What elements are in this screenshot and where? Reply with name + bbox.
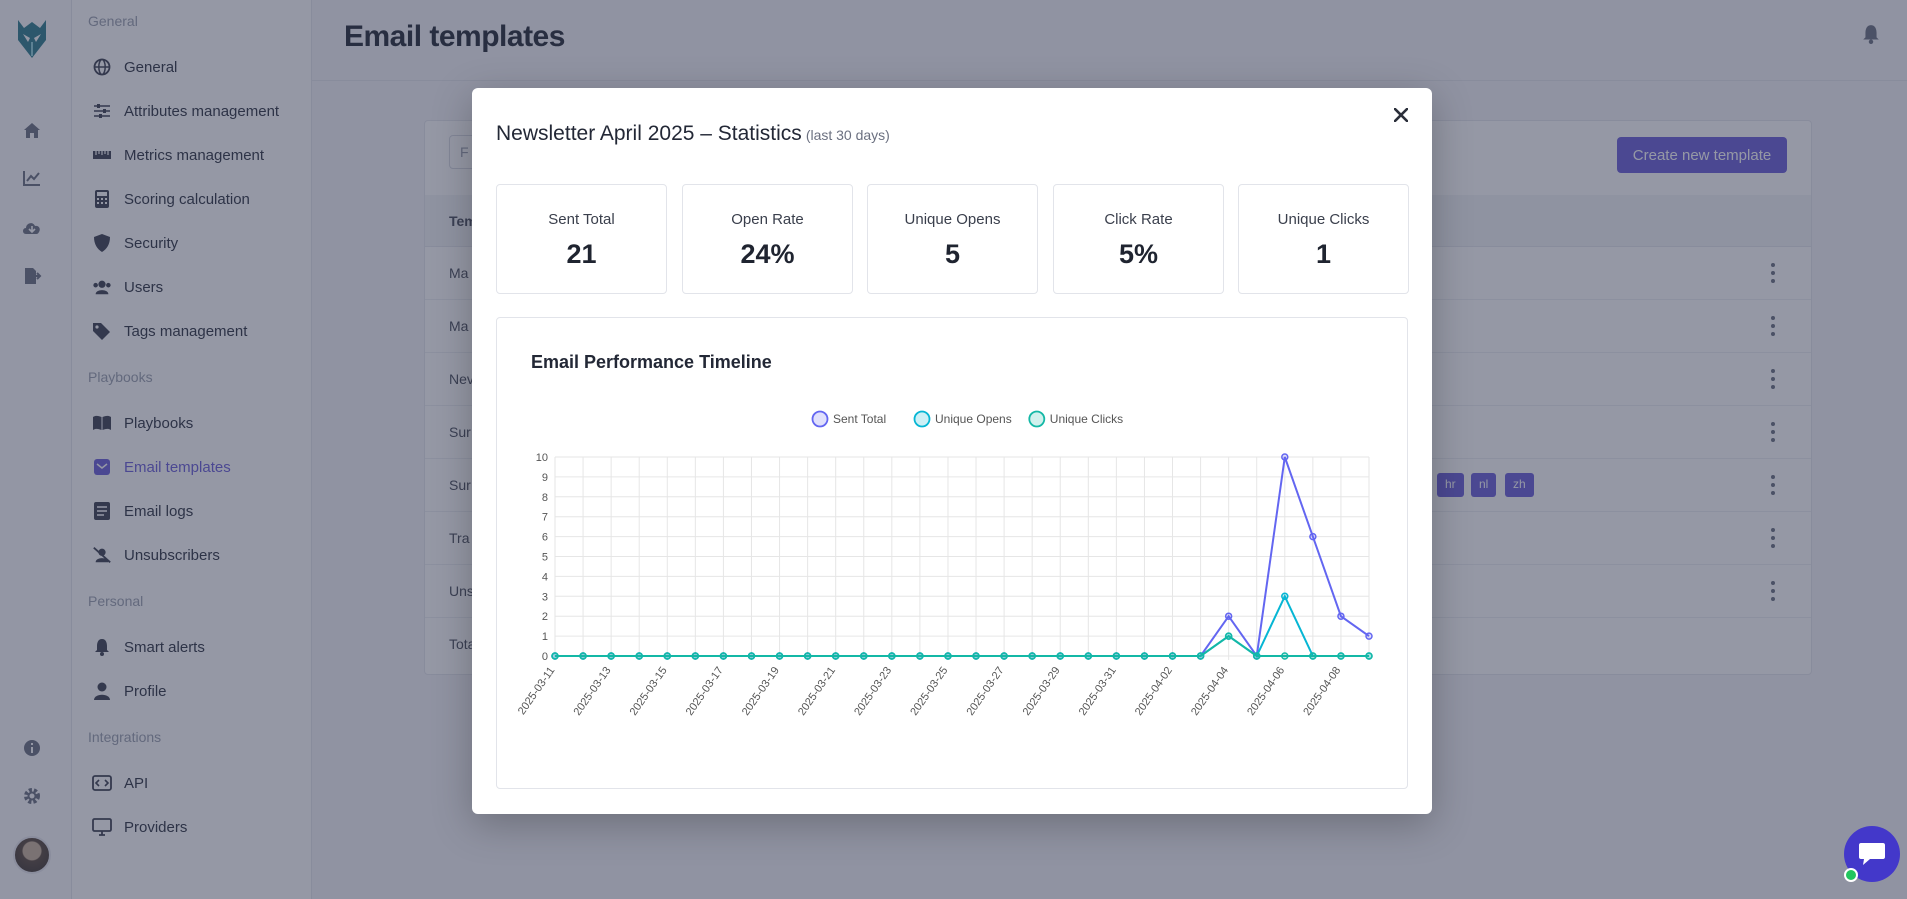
y-tick-label: 10 [536, 452, 548, 464]
legend-swatch [811, 410, 829, 428]
data-point [1000, 652, 1008, 660]
legend-swatch [1028, 410, 1046, 428]
stat-label: Sent Total [548, 211, 615, 228]
y-tick-label: 1 [542, 631, 548, 643]
data-point [1281, 652, 1289, 660]
data-point [1196, 652, 1205, 660]
x-tick-label: 2025-03-29 [1021, 665, 1063, 718]
data-point [1281, 592, 1289, 601]
stat-value: 24% [740, 239, 795, 269]
data-point [1309, 532, 1317, 541]
stat-card-sent-total: Sent Total 21 [496, 184, 667, 294]
chat-bubble-icon [1859, 843, 1885, 865]
stat-card-click-rate: Click Rate 5% [1053, 184, 1224, 294]
x-tick-label: 2025-03-27 [964, 665, 1006, 718]
stat-label: Open Rate [731, 211, 804, 228]
data-point [775, 652, 784, 660]
x-tick-label: 2025-03-23 [852, 665, 894, 718]
data-point [1112, 652, 1121, 660]
y-tick-label: 0 [542, 651, 548, 663]
data-point [1365, 652, 1373, 660]
x-tick-label: 2025-04-08 [1301, 665, 1343, 718]
y-tick-label: 4 [542, 571, 548, 583]
data-point [1168, 652, 1177, 660]
y-tick-label: 8 [542, 492, 548, 504]
data-point [1056, 652, 1064, 660]
data-point [663, 652, 672, 660]
x-tick-label: 2025-04-04 [1189, 665, 1231, 718]
stat-label: Click Rate [1104, 211, 1173, 228]
data-point [607, 652, 615, 660]
data-point [1337, 652, 1345, 660]
data-point [719, 652, 728, 660]
data-point [1365, 632, 1373, 640]
stat-value: 21 [566, 239, 597, 269]
stat-card-unique-opens: Unique Opens 5 [867, 184, 1038, 294]
y-tick-label: 3 [542, 591, 548, 603]
performance-line-chart: 0 1 2 3 4 5 6 7 8 9 10 2025-03-11 2025-03-13 2025-03-… [516, 410, 1373, 718]
legend-label: Unique Clicks [1050, 412, 1123, 426]
stat-card-unique-clicks: Unique Clicks 1 [1238, 184, 1409, 294]
stat-value: 5% [1118, 239, 1159, 269]
y-tick-label: 5 [542, 552, 548, 564]
legend-label: Sent Total [833, 412, 886, 426]
x-tick-label: 2025-03-13 [571, 665, 613, 718]
x-tick-label: 2025-03-21 [796, 665, 838, 718]
legend-label: Unique Opens [935, 412, 1012, 426]
y-tick-label: 2 [542, 611, 548, 623]
data-point [803, 652, 812, 660]
stat-label: Unique Clicks [1277, 211, 1370, 228]
data-point [1028, 652, 1036, 660]
data-point [1281, 453, 1289, 461]
data-point [1084, 652, 1093, 660]
data-point [747, 652, 756, 660]
modal-subtitle: (last 30 days) [805, 127, 890, 143]
stat-card-open-rate: Open Rate 24% [682, 184, 853, 294]
x-tick-label: 2025-03-17 [684, 665, 726, 718]
series-line [555, 634, 1369, 657]
data-point [1337, 612, 1345, 620]
y-tick-label: 7 [542, 512, 548, 524]
modal-title-text: Newsletter April 2025 – Statistics [496, 122, 802, 145]
data-point [860, 652, 868, 660]
data-point [691, 652, 700, 660]
y-tick-label: 6 [542, 532, 548, 544]
x-tick-label: 2025-04-02 [1133, 665, 1175, 718]
x-tick-label: 2025-03-19 [740, 665, 782, 718]
legend-swatch [913, 410, 931, 428]
data-point [944, 652, 952, 660]
x-tick-label: 2025-03-25 [908, 665, 950, 718]
statistics-modal: Newsletter April 2025 – Statistics (last … [472, 88, 1432, 814]
x-tick-label: 2025-04-06 [1245, 665, 1287, 718]
chart-card: Email Performance Timeline 0 1 2 3 4 5 6 7 8 9 10 2… [496, 317, 1408, 789]
chat-widget-button[interactable] [1844, 826, 1900, 882]
modal-title: Newsletter April 2025 – Statistics (last … [496, 122, 890, 146]
data-point [1224, 632, 1233, 640]
data-point [1224, 612, 1233, 620]
close-icon[interactable] [1390, 104, 1412, 126]
x-tick-label: 2025-03-31 [1077, 665, 1119, 718]
data-point [579, 652, 587, 660]
chart-title: Email Performance Timeline [531, 352, 772, 372]
x-tick-label: 2025-03-11 [516, 665, 558, 717]
data-point [635, 652, 643, 660]
x-tick-label: 2025-03-15 [628, 665, 670, 718]
stat-value: 5 [944, 239, 961, 269]
data-point [551, 652, 559, 660]
stat-label: Unique Opens [904, 211, 1001, 228]
data-point [1309, 652, 1317, 660]
data-point [831, 652, 840, 660]
data-point [972, 652, 980, 660]
data-point [1252, 652, 1261, 660]
y-tick-label: 9 [542, 472, 548, 484]
data-point [916, 652, 924, 660]
stat-value: 1 [1315, 239, 1332, 269]
online-status-dot [1844, 868, 1858, 882]
series-line [555, 593, 1369, 658]
data-point [888, 652, 896, 660]
data-point [1140, 652, 1149, 660]
